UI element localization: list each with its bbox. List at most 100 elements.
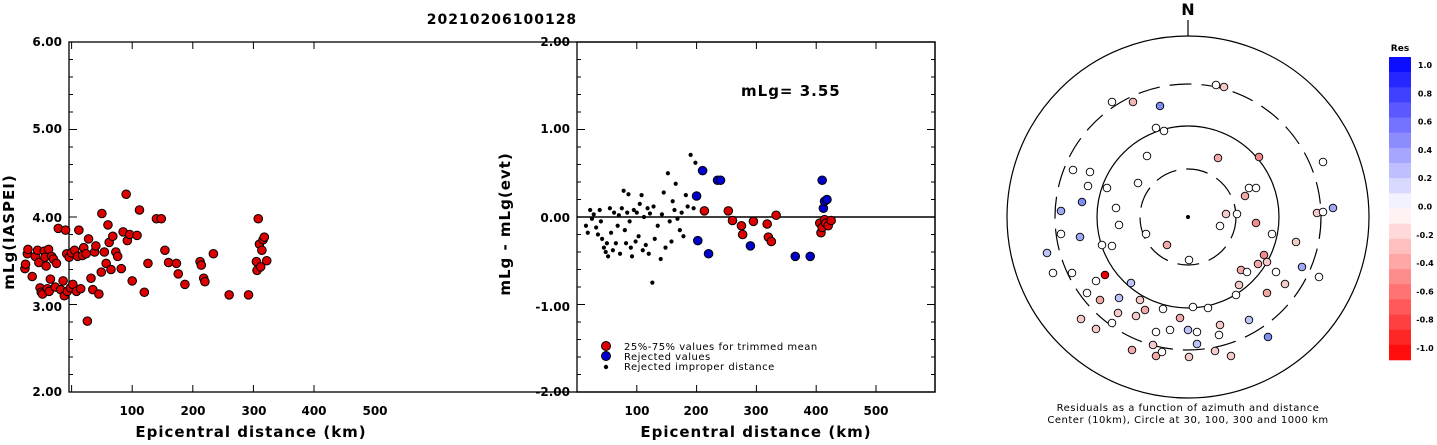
colorbar-cell (1389, 329, 1411, 346)
residual-marker (1184, 352, 1194, 362)
residual-marker (1188, 302, 1198, 312)
mid-y-axis-label: mLg - mLg(evt) (496, 152, 514, 295)
left-x-tick-label: 200 (180, 404, 205, 418)
polar-center (1186, 215, 1190, 219)
residual-marker (1211, 80, 1221, 90)
improper-distance-point (663, 245, 668, 250)
colorbar-label: -0.4 (1416, 259, 1434, 268)
residual-marker (1128, 97, 1138, 107)
mid-y-tick-label: -2.00 (535, 385, 570, 399)
colorbar-cell (1389, 314, 1411, 330)
improper-distance-point (669, 239, 674, 244)
residual-marker (1159, 126, 1169, 136)
left-y-tick-label: 2.00 (32, 385, 62, 399)
improper-distance-point (665, 171, 670, 176)
left-x-tick-label: 500 (362, 404, 387, 418)
colorbar-label: 1.0 (1418, 61, 1433, 70)
improper-distance-point (615, 223, 620, 228)
ring-100km (1096, 125, 1280, 309)
data-point (243, 290, 254, 300)
figure-title: 20210206100128 (427, 12, 577, 28)
data-point (261, 255, 272, 266)
residual-marker (1151, 123, 1161, 133)
colorbar-label: -1.0 (1416, 344, 1434, 353)
residual-marker (1056, 229, 1066, 239)
residual-marker (1226, 351, 1236, 361)
residual-marker (1231, 290, 1241, 300)
improper-distance-point (629, 254, 635, 259)
rejected-point (692, 235, 703, 246)
improper-distance-point (610, 248, 615, 253)
improper-distance-point (645, 206, 650, 211)
improper-distance-point (605, 254, 611, 259)
colorbar-label: 0.2 (1418, 174, 1432, 183)
residual-marker (1107, 97, 1117, 107)
improper-distance-point (625, 210, 630, 215)
residual-marker (1155, 101, 1165, 111)
residual-marker (1114, 220, 1124, 230)
data-point (45, 274, 56, 284)
data-point (86, 273, 96, 284)
colorbar-cell (1389, 87, 1411, 103)
residual-marker (1097, 240, 1107, 250)
residual-marker (1183, 325, 1193, 335)
middle-plot-ticks (577, 41, 935, 393)
residual-marker (1158, 304, 1168, 314)
colorbar-label: 0.0 (1418, 203, 1433, 212)
left-y-tick-label: 3.00 (32, 300, 62, 314)
mid-y-tick-label: 1.00 (540, 122, 570, 136)
rejected-point (817, 175, 827, 186)
colorbar-label: -0.6 (1416, 287, 1434, 296)
improper-distance-point (601, 245, 607, 250)
data-point (132, 230, 142, 241)
residual-marker (1113, 308, 1123, 318)
data-point (94, 289, 104, 299)
colorbar-cell (1389, 208, 1411, 224)
mid-x-tick-label: 100 (624, 404, 649, 418)
residual-marker (1192, 327, 1202, 337)
data-point (75, 283, 86, 294)
residual-marker (1262, 288, 1272, 298)
improper-distance-point (591, 212, 596, 217)
colorbar-cell (1389, 147, 1411, 164)
rejected-point (691, 191, 702, 201)
residual-marker (1242, 267, 1252, 277)
residual-marker (1114, 293, 1124, 303)
residual-marker (1192, 339, 1202, 349)
residual-marker (1175, 313, 1185, 323)
residual-marker (1291, 237, 1301, 247)
data-point (180, 279, 190, 290)
residual-marker (1085, 167, 1095, 177)
trimmed-point (723, 206, 734, 216)
mid-y-tick-label: -1.00 (535, 300, 570, 314)
improper-distance-point (600, 236, 605, 241)
data-point (173, 269, 184, 279)
improper-distance-point (688, 152, 693, 157)
polar-residual-points (1042, 80, 1338, 362)
trimmed-point (699, 206, 710, 216)
data-point (27, 271, 38, 282)
data-point (20, 259, 31, 270)
improper-distance-point (651, 204, 656, 209)
residual-marker (1184, 255, 1194, 265)
data-point (51, 258, 62, 269)
trimmed-point (748, 216, 759, 227)
trimmed-point (727, 215, 738, 226)
trimmed-point (737, 229, 748, 240)
mid-x-tick-label: 400 (803, 404, 828, 418)
data-point (160, 245, 170, 256)
residual-marker (1107, 318, 1117, 328)
data-point (106, 264, 116, 275)
improper-distance-point (617, 251, 623, 256)
residual-marker (1251, 183, 1261, 193)
residual-marker (1215, 221, 1225, 231)
data-point (101, 258, 111, 269)
improper-distance-point (619, 206, 624, 211)
north-label: N (1181, 0, 1194, 19)
mid-y-tick-label: 2.00 (540, 35, 570, 49)
colorbar-cell (1389, 223, 1411, 240)
improper-distance-point (604, 241, 610, 246)
residual-marker (1100, 270, 1110, 280)
residual-marker (1280, 279, 1290, 289)
residual-marker (1244, 183, 1254, 193)
